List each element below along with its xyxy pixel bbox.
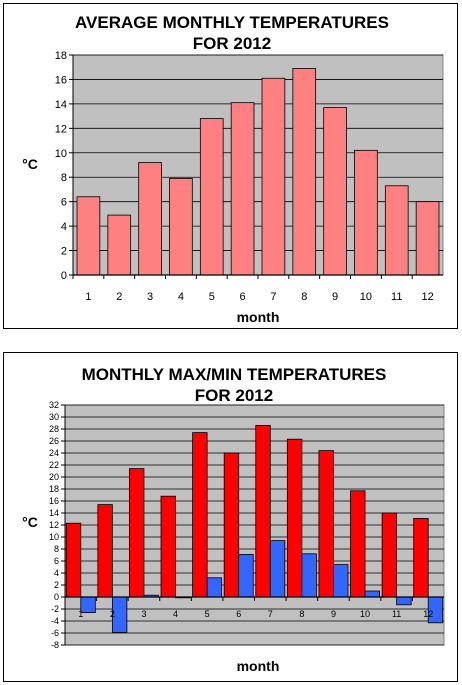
x-tick-label: 12 bbox=[423, 609, 433, 619]
y-tick-label: 30 bbox=[49, 412, 59, 422]
bar-series-1-month-6 bbox=[230, 102, 255, 276]
bar-series-1-month-1 bbox=[65, 522, 82, 598]
y-tick-label: 14 bbox=[49, 508, 59, 518]
x-tick-label: 3 bbox=[141, 609, 146, 619]
x-tick-label: 11 bbox=[392, 609, 401, 619]
x-axis-label: month bbox=[237, 658, 280, 674]
y-tick-label: 8 bbox=[54, 544, 59, 554]
bar-series-1-month-5 bbox=[199, 118, 224, 276]
x-axis-label: month bbox=[237, 309, 280, 325]
max-min-temperature-chart-svg: MONTHLY MAX/MIN TEMPERATURES FOR 2012 -8 -6… bbox=[22, 365, 445, 674]
y-tick-label: -2 bbox=[51, 604, 59, 614]
x-tick-label: 3 bbox=[147, 291, 153, 303]
y-tick-label: 6 bbox=[61, 197, 67, 209]
bar-series-1-month-8 bbox=[286, 438, 303, 598]
bar-series-1-month-5 bbox=[192, 432, 208, 598]
y-tick-label: 14 bbox=[55, 99, 67, 111]
bar-series-1-month-4 bbox=[160, 495, 176, 598]
bar-series-1-month-4 bbox=[169, 178, 193, 276]
y-tick-label: 4 bbox=[54, 568, 59, 578]
y-tick-label: 2 bbox=[54, 580, 59, 590]
x-tick-label: 2 bbox=[110, 609, 115, 619]
x-tick-label: 12 bbox=[421, 291, 433, 303]
bar-series-1-month-2 bbox=[107, 214, 132, 276]
y-tick-label: 10 bbox=[49, 532, 59, 542]
bar-series-1-month-12 bbox=[415, 201, 440, 276]
x-tick-label: 8 bbox=[299, 609, 304, 619]
x-tick-label: 10 bbox=[360, 609, 370, 619]
y-tick-label: 12 bbox=[55, 123, 67, 135]
y-tick-label: 24 bbox=[49, 448, 59, 458]
x-tick-label: 10 bbox=[360, 291, 372, 303]
y-tick-label: 2 bbox=[61, 246, 67, 258]
x-tick-label: 7 bbox=[268, 609, 273, 619]
y-tick-label: 0 bbox=[61, 270, 67, 282]
x-tick-label: 1 bbox=[85, 291, 91, 303]
y-tick-label: 8 bbox=[61, 172, 67, 184]
y-axis-label: °C bbox=[22, 514, 38, 530]
x-tick-label: 9 bbox=[332, 291, 338, 303]
bar-series-1-month-9 bbox=[318, 450, 334, 598]
y-tick-label: 18 bbox=[49, 484, 59, 494]
average-temperature-chart: AVERAGE MONTHLY TEMPERATURES FOR 2012 0 2 4 6… bbox=[3, 3, 458, 329]
chart-title-line-1: MONTHLY MAX/MIN TEMPERATURES bbox=[82, 365, 387, 384]
y-tick-label: 6 bbox=[54, 556, 59, 566]
y-tick-label: -6 bbox=[51, 628, 59, 638]
bar-series-1-month-11 bbox=[381, 512, 398, 598]
x-tick-label: 4 bbox=[173, 609, 178, 619]
y-axis-label: °C bbox=[22, 156, 38, 172]
x-tick-label: 1 bbox=[78, 609, 83, 619]
x-tick-label: 7 bbox=[270, 291, 276, 303]
x-tick-label: 5 bbox=[209, 291, 215, 303]
plot-area bbox=[72, 54, 444, 276]
bar-series-1-month-2 bbox=[97, 504, 113, 598]
y-tick-label: 32 bbox=[49, 400, 59, 410]
x-tick-label: 9 bbox=[331, 609, 336, 619]
y-tick-label: -8 bbox=[51, 640, 59, 650]
bar-series-1-month-8 bbox=[292, 68, 317, 276]
x-tick-label: 5 bbox=[205, 609, 210, 619]
bar-series-1-month-3 bbox=[129, 468, 145, 598]
chart-title-line-2: FOR 2012 bbox=[193, 34, 271, 53]
bar-series-1-month-1 bbox=[76, 196, 101, 276]
bar-series-1-month-7 bbox=[255, 425, 271, 598]
y-tick-label: 28 bbox=[49, 424, 59, 434]
y-tick-label: 16 bbox=[49, 496, 59, 506]
x-tick-label: 2 bbox=[116, 291, 122, 303]
y-tick-label: 12 bbox=[49, 520, 59, 530]
bar-series-2-month-6 bbox=[238, 553, 254, 598]
bar-series-1-month-6 bbox=[223, 452, 240, 598]
y-tick-label: 10 bbox=[55, 148, 67, 160]
bar-series-2-month-11 bbox=[396, 596, 412, 606]
bar-series-1-month-3 bbox=[138, 162, 162, 276]
y-tick-label: 16 bbox=[55, 74, 67, 86]
bar-series-1-month-7 bbox=[261, 77, 286, 276]
y-tick-label: 22 bbox=[49, 460, 59, 470]
x-tick-label: 4 bbox=[178, 291, 184, 303]
chart-title-line-2: FOR 2012 bbox=[195, 386, 273, 405]
bar-series-2-month-9 bbox=[333, 564, 349, 598]
x-tick-label: 11 bbox=[391, 291, 402, 303]
bar-series-2-month-8 bbox=[301, 553, 317, 598]
max-min-temperature-chart: MONTHLY MAX/MIN TEMPERATURES FOR 2012 -8 -6… bbox=[3, 352, 458, 682]
bar-series-1-month-12 bbox=[413, 517, 429, 598]
y-tick-label: 20 bbox=[49, 472, 59, 482]
y-tick-label: 4 bbox=[61, 221, 67, 233]
bar-series-1-month-9 bbox=[323, 107, 347, 276]
bar-series-1-month-10 bbox=[350, 490, 366, 598]
y-tick-label: 26 bbox=[49, 436, 59, 446]
y-tick-label: -4 bbox=[51, 616, 59, 626]
bar-series-1-month-10 bbox=[354, 149, 378, 276]
bar-series-2-month-10 bbox=[364, 590, 380, 598]
y-tick-label: 0 bbox=[54, 592, 59, 602]
x-tick-label: 6 bbox=[236, 609, 241, 619]
bar-series-2-month-7 bbox=[269, 540, 286, 598]
chart-title-line-1: AVERAGE MONTHLY TEMPERATURES bbox=[75, 13, 389, 32]
y-tick-label: 18 bbox=[55, 50, 67, 62]
bar-series-1-month-11 bbox=[384, 185, 409, 276]
average-temperature-chart-svg: AVERAGE MONTHLY TEMPERATURES FOR 2012 0 2 4 6… bbox=[22, 13, 444, 325]
x-tick-label: 8 bbox=[301, 291, 307, 303]
bar-series-2-month-5 bbox=[206, 577, 223, 598]
x-tick-label: 6 bbox=[240, 291, 246, 303]
